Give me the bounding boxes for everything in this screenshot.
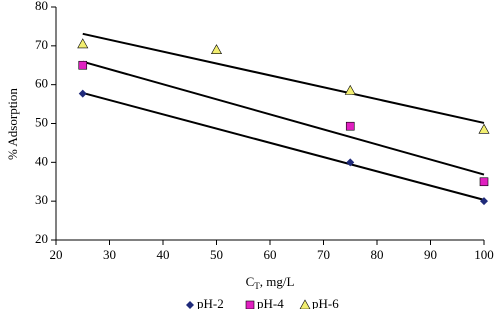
point [344,84,356,95]
x-tick-label: 100 [474,247,494,262]
point [480,197,488,206]
point [478,123,490,134]
y-tick-label: 50 [35,114,48,129]
x-title-main: C [246,274,255,289]
trend-line [82,32,485,124]
x-tick-label: 80 [371,247,384,262]
y-tick-label: 80 [35,0,48,13]
x-tick-label: 20 [50,247,63,262]
y-tick-label: 20 [35,231,48,246]
x-title-rest: , mg/L [260,274,295,289]
point [78,60,88,70]
x-title-sub: T [254,281,260,291]
x-tick-label: 90 [424,247,437,262]
x-tick-label: 70 [317,247,330,262]
y-tick-label: 30 [35,192,48,207]
x-tick-label: 60 [264,247,277,262]
legend-label: pH-2 [197,296,224,309]
y-axis-title: % Adsorption [5,88,20,160]
y-tick-label: 40 [35,153,48,168]
legend-marker [299,299,311,309]
x-tick-label: 40 [157,247,170,262]
point [346,158,355,167]
y-tick-label: 60 [35,76,48,91]
x-axis-title: CT, mg/L [246,274,295,291]
trend-line [82,60,485,176]
legend-marker [245,300,255,309]
point [479,177,489,187]
point [210,44,223,55]
point [78,89,87,98]
legend-label: pH-4 [257,296,284,309]
x-tick-label: 50 [210,247,223,262]
legend-label: pH-6 [312,296,339,309]
trend-line [82,91,485,201]
legend-marker [186,301,194,309]
y-tick-label: 70 [35,37,48,52]
x-tick-label: 30 [103,247,116,262]
point [77,38,89,49]
point [345,121,355,131]
